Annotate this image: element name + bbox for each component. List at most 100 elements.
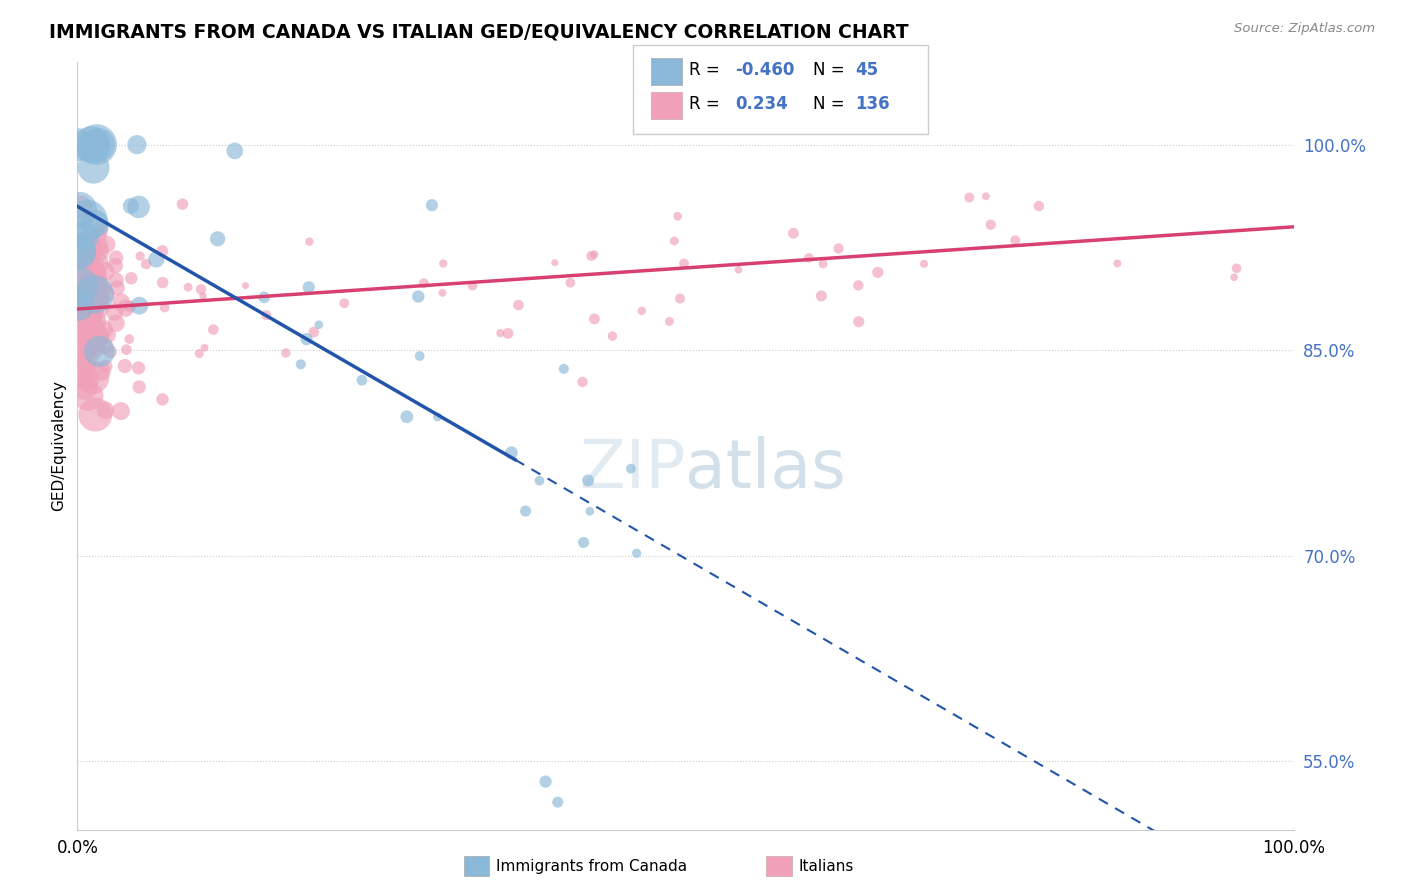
Point xyxy=(298,280,321,294)
Point xyxy=(72,347,94,361)
Point xyxy=(912,257,935,271)
Point xyxy=(190,282,212,296)
Point xyxy=(93,338,115,352)
Point xyxy=(80,293,103,307)
Point xyxy=(412,277,434,291)
Point xyxy=(489,326,512,340)
Point xyxy=(572,535,595,549)
Point xyxy=(553,362,575,376)
Point xyxy=(87,240,110,254)
Point xyxy=(974,189,997,203)
Point xyxy=(669,292,692,306)
Point xyxy=(69,200,91,214)
Point xyxy=(118,332,141,346)
Point xyxy=(76,317,98,331)
Text: Italians: Italians xyxy=(799,859,853,873)
Point xyxy=(128,380,150,394)
Point xyxy=(69,293,91,308)
Point xyxy=(666,209,689,223)
Point xyxy=(67,311,90,326)
Point xyxy=(86,269,108,284)
Point xyxy=(128,299,150,313)
Point xyxy=(409,349,432,363)
Point xyxy=(274,346,297,360)
Point xyxy=(67,318,90,332)
Point xyxy=(426,409,449,424)
Point xyxy=(89,344,111,359)
Point xyxy=(67,359,90,373)
Point xyxy=(664,234,686,248)
Point xyxy=(67,245,90,260)
Point xyxy=(797,251,820,265)
Point xyxy=(83,256,105,270)
Point xyxy=(67,202,90,217)
Point xyxy=(583,247,606,261)
Point xyxy=(86,137,108,152)
Text: R =: R = xyxy=(689,61,720,78)
Point xyxy=(83,217,105,231)
Point xyxy=(110,404,132,418)
Point xyxy=(83,331,105,345)
Point xyxy=(105,273,128,287)
Point xyxy=(82,321,104,335)
Point xyxy=(67,338,90,352)
Point xyxy=(94,283,117,297)
Point xyxy=(827,242,849,256)
Point xyxy=(544,256,567,270)
Y-axis label: GED/Equivalency: GED/Equivalency xyxy=(51,381,66,511)
Point xyxy=(75,241,97,255)
Point xyxy=(308,318,330,332)
Point xyxy=(432,256,454,270)
Point xyxy=(560,276,582,290)
Point xyxy=(152,276,174,290)
Point xyxy=(153,301,176,315)
Point xyxy=(87,227,110,242)
Point xyxy=(583,312,606,326)
Point xyxy=(1028,199,1050,213)
Point xyxy=(128,360,150,375)
Point xyxy=(79,315,101,329)
Point xyxy=(105,316,128,330)
Point xyxy=(83,137,105,152)
Point xyxy=(73,322,96,336)
Point xyxy=(114,359,136,373)
Point xyxy=(534,774,557,789)
Point xyxy=(87,292,110,306)
Point xyxy=(224,144,246,158)
Point xyxy=(626,546,648,560)
Point xyxy=(620,461,643,475)
Text: IMMIGRANTS FROM CANADA VS ITALIAN GED/EQUIVALENCY CORRELATION CHART: IMMIGRANTS FROM CANADA VS ITALIAN GED/EQ… xyxy=(49,22,908,41)
Point xyxy=(191,289,214,303)
Text: Source: ZipAtlas.com: Source: ZipAtlas.com xyxy=(1234,22,1375,36)
Point xyxy=(67,299,90,313)
Point xyxy=(298,235,321,249)
Point xyxy=(152,392,174,407)
Text: N =: N = xyxy=(813,95,844,113)
Point xyxy=(79,288,101,302)
Point xyxy=(508,298,530,312)
Point xyxy=(77,253,100,268)
Point xyxy=(128,200,150,214)
Point xyxy=(97,328,120,343)
Point xyxy=(67,137,90,152)
Point xyxy=(172,197,194,211)
Point xyxy=(118,300,141,314)
Point xyxy=(253,290,276,304)
Point xyxy=(69,306,91,320)
Point xyxy=(73,344,96,359)
Point xyxy=(77,372,100,386)
Point xyxy=(129,249,152,263)
Point xyxy=(1107,256,1129,270)
Point xyxy=(89,245,111,260)
Point xyxy=(145,252,167,267)
Point xyxy=(866,265,889,279)
Point xyxy=(89,291,111,305)
Point xyxy=(150,244,173,258)
Point xyxy=(105,251,128,265)
Point xyxy=(67,244,90,258)
Point xyxy=(1225,261,1247,276)
Point xyxy=(73,308,96,322)
Point xyxy=(84,408,107,422)
Point xyxy=(75,269,97,284)
Point xyxy=(89,330,111,344)
